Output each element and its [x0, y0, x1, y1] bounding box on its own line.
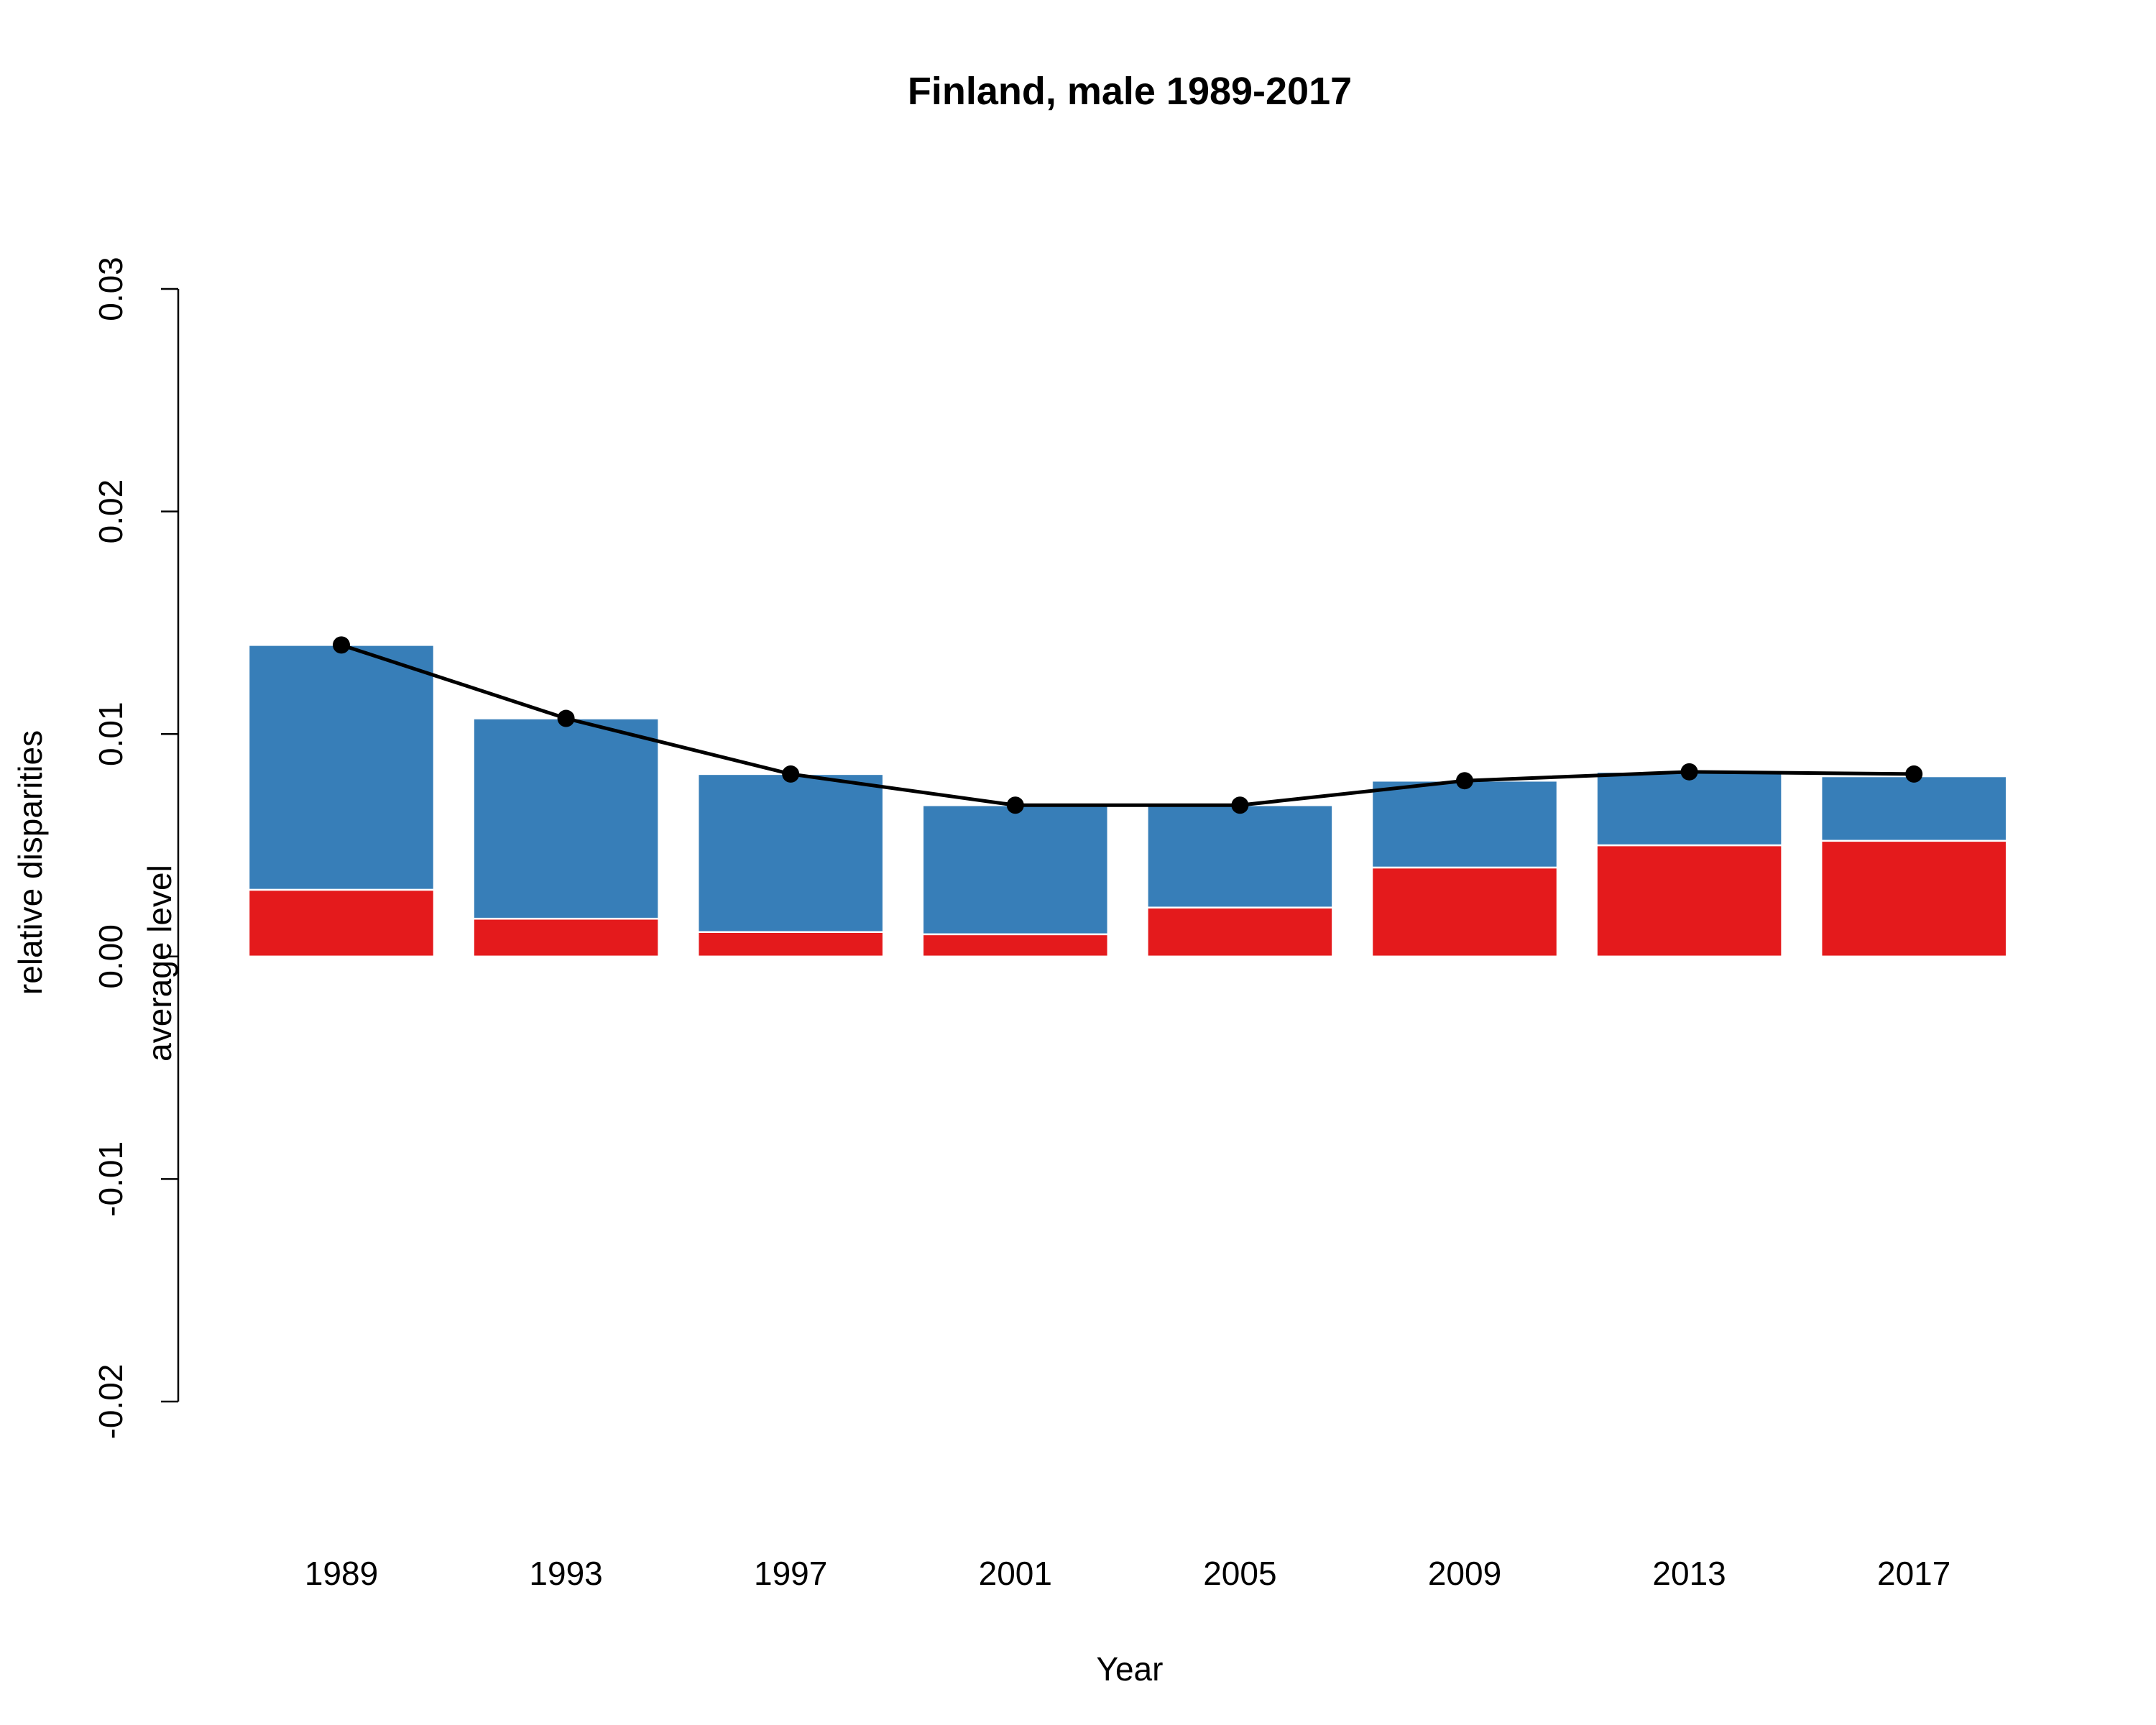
average-level-point — [1456, 772, 1473, 790]
y-axis-label-secondary: average level — [141, 865, 178, 1062]
average-level-point — [1231, 796, 1249, 814]
x-tick-label: 2017 — [1877, 1555, 1950, 1592]
y-tick-label: 0.01 — [92, 702, 129, 766]
bar-segment — [1820, 840, 2008, 958]
bar-segment — [1595, 844, 1783, 958]
x-tick-label: 1993 — [529, 1555, 602, 1592]
bar-segment — [472, 717, 660, 920]
x-tick-label: 2005 — [1203, 1555, 1276, 1592]
y-tick-label: -0.01 — [92, 1141, 129, 1217]
bar-segment — [247, 888, 436, 958]
y-axis-label: relative disparities — [11, 730, 49, 995]
bar-segment — [921, 933, 1110, 958]
x-tick-labels: 1989 1993 1997 2001 2005 2009 2013 2017 — [305, 1555, 1951, 1592]
y-tick-label: -0.02 — [92, 1364, 129, 1440]
x-tick-label: 2013 — [1652, 1555, 1726, 1592]
x-tick-label: 2009 — [1428, 1555, 1501, 1592]
y-tick-label: 0.02 — [92, 479, 129, 544]
x-axis-label: Year — [1097, 1650, 1164, 1688]
bar-segment — [247, 644, 436, 891]
bar-segment — [1595, 770, 1783, 847]
bar-segment — [696, 773, 885, 933]
x-tick-label: 1997 — [754, 1555, 827, 1592]
average-level-points — [333, 636, 1923, 814]
y-ticks: -0.02 -0.01 0.00 0.01 0.02 0.03 — [92, 257, 178, 1439]
x-tick-label: 1989 — [305, 1555, 378, 1592]
average-level-point — [1006, 796, 1024, 814]
bar-segment — [1370, 866, 1559, 958]
average-level-line — [341, 643, 1915, 807]
average-level-point — [1680, 763, 1698, 781]
average-level-point — [782, 765, 800, 783]
x-tick-label: 2001 — [979, 1555, 1052, 1592]
average-level-point — [1905, 765, 1923, 783]
bar-segment — [1146, 804, 1334, 908]
chart-title: Finland, male 1989-2017 — [908, 70, 1352, 113]
bar-segment — [472, 917, 660, 958]
average-level-point — [557, 709, 575, 727]
bar-segment — [696, 931, 885, 958]
bar-segment — [1146, 906, 1334, 958]
average-level-point — [333, 636, 350, 654]
bar-segment — [921, 804, 1110, 936]
bar-segment — [1370, 779, 1559, 869]
y-tick-label: 0.00 — [92, 924, 129, 989]
bar-segment — [1820, 775, 2008, 842]
y-tick-label: 0.03 — [92, 257, 129, 321]
bars — [247, 644, 2008, 958]
